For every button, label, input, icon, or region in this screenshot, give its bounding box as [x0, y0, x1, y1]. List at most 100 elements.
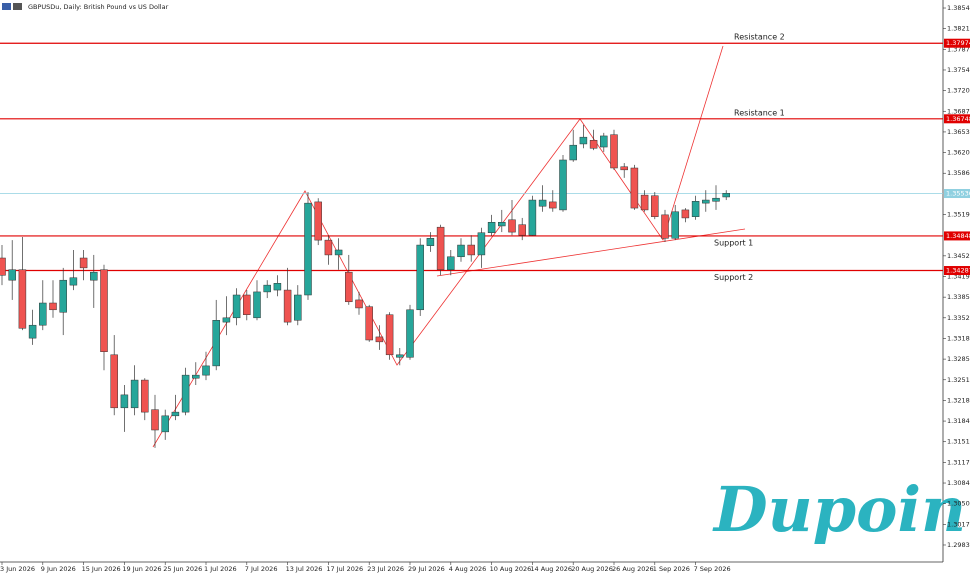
- candle-body: [324, 239, 333, 256]
- candle-body: [181, 374, 190, 413]
- y-tick-label: 1.36870: [947, 107, 970, 115]
- x-tick-label: 1 Sep 2026: [653, 565, 690, 573]
- candle-body: [273, 283, 282, 291]
- candle-body: [69, 277, 78, 286]
- candle-body: [294, 294, 302, 321]
- x-tick-label: 3 Jun 2026: [0, 565, 35, 573]
- y-tick-label: 1.30840: [947, 479, 970, 487]
- candle-body: [151, 409, 159, 431]
- candle-body: [396, 354, 404, 358]
- y-tick-label: 1.37205: [947, 87, 970, 95]
- watermark-logo: Dupoin: [712, 473, 966, 546]
- candle-body: [671, 211, 679, 239]
- level-tag-label: 1.34848: [946, 232, 970, 240]
- candle-body: [345, 271, 353, 303]
- y-tick-label: 1.33855: [947, 293, 970, 301]
- candle-body: [232, 294, 241, 319]
- menu-icon[interactable]: [13, 3, 22, 10]
- x-tick-label: 29 Jul 2026: [408, 565, 445, 573]
- candle-body: [171, 411, 180, 417]
- level-tag-label: 1.34287: [946, 267, 970, 275]
- candle-body: [712, 197, 720, 202]
- x-tick-label: 20 Aug 2026: [571, 565, 613, 573]
- candle-body: [447, 256, 455, 270]
- level-tag: [944, 38, 970, 48]
- candle-body: [467, 244, 475, 256]
- y-tick-label: 1.30170: [947, 520, 970, 528]
- candle-body: [498, 221, 506, 227]
- candle-body: [18, 269, 27, 329]
- y-tick-label: 1.37540: [947, 66, 970, 74]
- y-tick-label: 1.32180: [947, 396, 970, 404]
- candle-body: [702, 199, 710, 204]
- candle-body: [141, 379, 149, 413]
- candle-body: [39, 302, 47, 326]
- candle-body: [385, 314, 394, 356]
- candle-body: [477, 232, 486, 256]
- level-name: Resistance 1: [734, 108, 785, 117]
- candle-body: [253, 291, 261, 319]
- candle-body: [365, 306, 373, 341]
- candle-body: [28, 324, 37, 339]
- y-tick-label: 1.36200: [947, 149, 970, 157]
- candle-body: [538, 199, 547, 207]
- candle-body: [691, 201, 700, 217]
- candle-body: [661, 214, 669, 239]
- candle-body: [508, 219, 516, 233]
- x-tick-label: 25 Jun 2026: [163, 565, 202, 573]
- candle-body: [314, 201, 322, 241]
- candle-body: [49, 302, 57, 311]
- candle-body: [110, 354, 118, 409]
- candle-body: [192, 374, 200, 379]
- candle-body: [681, 209, 690, 219]
- candle-body: [212, 320, 220, 367]
- y-tick-label: 1.31175: [947, 458, 970, 466]
- candle-body: [120, 394, 129, 409]
- y-tick-label: 1.33520: [947, 314, 970, 322]
- level-tag: [944, 231, 970, 241]
- candle-body: [100, 269, 108, 352]
- candle-body: [579, 136, 588, 145]
- level-tag-label: 1.37974: [946, 39, 970, 47]
- x-tick-label: 9 Jun 2026: [41, 565, 76, 573]
- candle-body: [90, 271, 98, 281]
- candle-body: [79, 257, 88, 269]
- x-tick-label: 15 Jun 2026: [82, 565, 121, 573]
- price-tag-label: 1.35536: [946, 190, 970, 198]
- y-tick-label: 1.32850: [947, 355, 970, 363]
- x-tick-label: 7 Sep 2026: [694, 565, 731, 573]
- candle-body: [630, 167, 639, 209]
- candle-body: [334, 249, 343, 256]
- level-tag-label: 1.36748: [946, 115, 970, 123]
- y-tick-label: 1.37875: [947, 45, 970, 53]
- trend-line: [436, 228, 746, 277]
- candle-body: [620, 166, 628, 171]
- y-tick-label: 1.35195: [947, 211, 970, 219]
- y-tick-label: 1.32515: [947, 376, 970, 384]
- candle-body: [406, 309, 414, 358]
- candle-body: [130, 379, 139, 409]
- candle-body: [375, 336, 384, 343]
- menu-icon[interactable]: [2, 3, 11, 10]
- candle-body: [722, 193, 730, 198]
- candle-body: [243, 294, 251, 315]
- candle-body: [518, 224, 526, 236]
- x-tick-label: 7 Jul 2026: [245, 565, 278, 573]
- candle-body: [263, 284, 271, 293]
- candle-body: [8, 269, 16, 281]
- y-tick-label: 1.36535: [947, 128, 970, 136]
- x-tick-label: 13 Jul 2026: [286, 565, 323, 573]
- candle-body: [59, 279, 67, 313]
- y-tick-label: 1.31510: [947, 438, 970, 446]
- x-tick-label: 1 Jul 2026: [204, 565, 237, 573]
- level-tag: [944, 266, 970, 276]
- candle-body: [457, 244, 465, 258]
- x-tick-label: 10 Aug 2026: [490, 565, 532, 573]
- candle-body: [487, 221, 496, 233]
- y-tick-label: 1.38545: [947, 4, 970, 12]
- candle-body: [202, 365, 210, 376]
- candle-body: [222, 317, 231, 323]
- level-name: Support 2: [714, 273, 753, 282]
- x-tick-label: 17 Jul 2026: [326, 565, 363, 573]
- candle-body: [549, 201, 557, 209]
